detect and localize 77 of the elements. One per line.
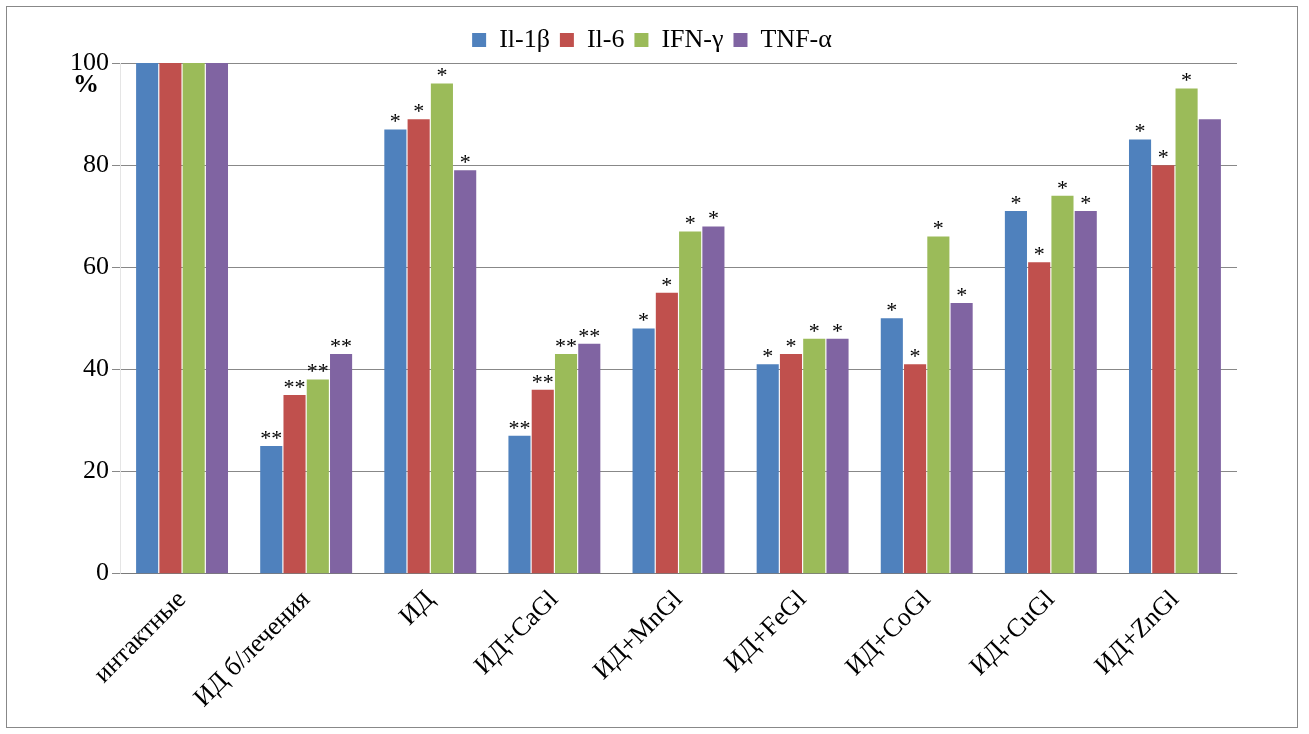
bar [159,63,182,574]
bar [1152,165,1175,574]
bar [205,63,229,574]
bar [531,389,554,574]
data-label: * [638,307,650,333]
bar [779,354,803,574]
bar [803,338,826,574]
legend-label: TNF-α [760,23,833,53]
bar [927,236,950,574]
bar [702,226,725,574]
data-label: * [436,62,448,88]
data-label: * [785,332,797,358]
y-tick-label: 60 [83,251,109,281]
data-label: * [956,281,968,307]
data-label: * [389,108,401,134]
data-label: ** [508,414,531,440]
bar [578,343,601,574]
y-tick-label: 0 [96,557,109,587]
data-label: * [1033,240,1045,266]
bar [880,318,903,574]
bar [950,303,973,574]
data-label: ** [555,332,578,358]
data-label: ** [578,322,601,348]
y-tick-label: 40 [83,353,109,383]
bar [1175,88,1198,574]
data-label: * [909,343,921,369]
data-label: * [886,297,898,323]
bar [136,63,159,574]
data-label: ** [260,424,283,450]
data-label: * [1157,143,1169,169]
bar [384,129,407,574]
bar [454,170,477,574]
data-label: * [707,205,719,231]
data-label: * [1134,118,1146,144]
data-label: * [932,215,944,241]
x-tick-label: ИД [393,584,440,631]
data-label: * [684,210,696,236]
bar [756,364,779,574]
bar [1004,211,1027,574]
data-label: ** [283,373,306,399]
legend-label: Il-6 [586,23,625,53]
bar [260,445,283,574]
bar [1128,139,1152,574]
bar [407,119,430,574]
bar [430,83,453,574]
data-label: * [808,317,820,343]
data-label: * [1181,67,1193,93]
bar [655,292,678,574]
data-label: ** [306,358,329,384]
data-label: * [1010,189,1022,215]
bar [182,63,205,574]
data-label: ** [531,368,554,394]
y-tick-label: 80 [83,148,109,178]
legend-label: Il-1β [499,23,550,53]
legend-label: IFN-γ [661,23,724,53]
bar [554,354,578,574]
data-label: ** [330,332,353,358]
bar [1074,211,1097,574]
data-label: * [1080,189,1092,215]
y-tick-label: 20 [83,455,109,485]
bar [1051,195,1074,574]
data-label: * [832,317,844,343]
data-label: * [459,149,471,175]
bar [632,328,655,574]
bar [283,394,306,574]
bar [306,379,329,574]
bar [1198,119,1221,574]
data-label: * [413,97,425,123]
data-label: * [1056,174,1068,200]
bar [1028,262,1051,574]
data-label: * [661,271,673,297]
bar [904,364,927,574]
data-label: * [762,343,774,369]
bar [679,231,702,574]
bar [330,354,353,574]
bar [508,435,531,574]
bar [826,338,849,574]
